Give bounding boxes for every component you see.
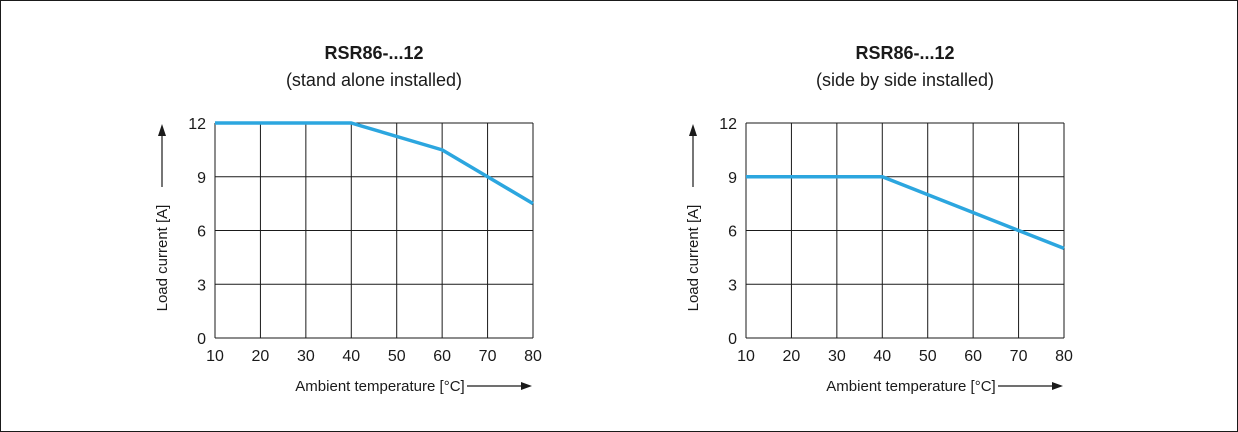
x-tick-label: 70 <box>479 348 497 365</box>
y-tick-label: 3 <box>197 277 206 294</box>
x-tick-label: 40 <box>873 348 891 365</box>
x-tick-label: 60 <box>964 348 982 365</box>
x-tick-label: 10 <box>206 348 224 365</box>
x-axis-label: Ambient temperature [°C] <box>826 378 995 395</box>
x-tick-label: 20 <box>783 348 801 365</box>
x-axis-arrow-head <box>1052 382 1063 390</box>
y-tick-label: 9 <box>728 170 737 187</box>
x-tick-label: 50 <box>388 348 406 365</box>
x-axis-label: Ambient temperature [°C] <box>295 378 464 395</box>
chart-2: RSR86-...12 (side by side installed) 10 20 3… <box>685 43 1073 395</box>
y-tick-label: 0 <box>197 331 206 348</box>
data-line-series <box>746 175 1065 251</box>
x-axis-arrow-head <box>521 382 532 390</box>
y-axis-arrow-head <box>158 124 166 136</box>
y-tick-label: 12 <box>188 116 206 133</box>
chart-title: RSR86-...12 <box>324 43 423 63</box>
chart-subtitle: (stand alone installed) <box>286 70 462 90</box>
chart-subtitle: (side by side installed) <box>816 70 994 90</box>
y-tick-label: 0 <box>728 331 737 348</box>
x-tick-label: 40 <box>342 348 360 365</box>
y-axis-arrow-head <box>689 124 697 136</box>
x-tick-label: 50 <box>919 348 937 365</box>
y-tick-label: 3 <box>728 277 737 294</box>
y-axis-label: Load current [A] <box>154 205 171 312</box>
y-tick-label: 6 <box>728 224 737 241</box>
x-tick-label: 20 <box>252 348 270 365</box>
x-tick-label: 80 <box>524 348 542 365</box>
x-tick-label: 70 <box>1010 348 1028 365</box>
x-tick-label: 10 <box>737 348 755 365</box>
x-tick-label: 80 <box>1055 348 1073 365</box>
y-axis-label: Load current [A] <box>685 205 702 312</box>
y-tick-label: 6 <box>197 224 206 241</box>
data-line-series <box>215 121 534 206</box>
chart-title: RSR86-...12 <box>855 43 954 63</box>
x-tick-label: 30 <box>828 348 846 365</box>
y-tick-label: 12 <box>719 116 737 133</box>
x-tick-label: 60 <box>433 348 451 365</box>
y-tick-label: 9 <box>197 170 206 187</box>
x-tick-label: 30 <box>297 348 315 365</box>
chart-1: RSR86-...12(stand alone installed)10 20 30… <box>154 43 542 395</box>
